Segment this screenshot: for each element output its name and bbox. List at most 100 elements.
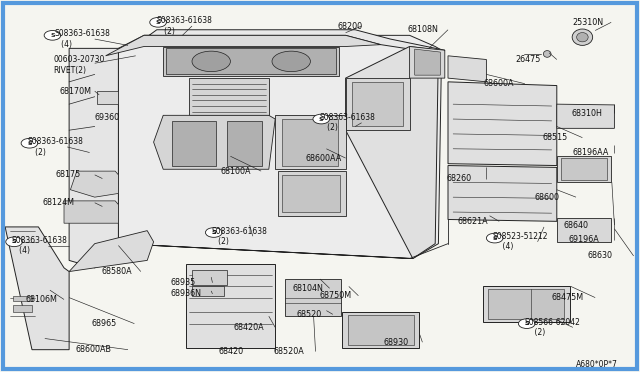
Circle shape — [205, 228, 222, 237]
Polygon shape — [5, 227, 69, 350]
Text: 68935: 68935 — [170, 278, 195, 287]
Polygon shape — [69, 231, 154, 272]
Text: S: S — [319, 116, 324, 122]
Text: 68310H: 68310H — [572, 109, 602, 118]
Text: 68420A: 68420A — [234, 323, 264, 332]
Text: S08566-62042
    (2): S08566-62042 (2) — [525, 318, 580, 337]
Polygon shape — [154, 115, 275, 169]
Text: S08363-61638
   (4): S08363-61638 (4) — [12, 236, 67, 255]
Text: 68106M: 68106M — [26, 295, 58, 304]
Text: 68200: 68200 — [338, 22, 363, 31]
Text: S: S — [524, 321, 529, 326]
Bar — [172, 121, 216, 166]
Polygon shape — [118, 30, 445, 54]
Bar — [342, 312, 419, 348]
Polygon shape — [70, 171, 118, 197]
Polygon shape — [118, 244, 413, 259]
Text: S: S — [27, 141, 32, 146]
Bar — [192, 286, 224, 296]
Text: 68600AA: 68600AA — [306, 154, 342, 163]
Text: S: S — [12, 239, 17, 244]
Bar — [282, 119, 338, 166]
Text: 68520: 68520 — [296, 310, 321, 319]
Bar — [561, 158, 607, 180]
Text: 68196AA: 68196AA — [573, 148, 609, 157]
Polygon shape — [64, 201, 118, 223]
Polygon shape — [186, 264, 275, 348]
Polygon shape — [97, 91, 118, 104]
Text: 68520A: 68520A — [273, 347, 304, 356]
Circle shape — [486, 233, 503, 243]
Polygon shape — [448, 82, 557, 166]
Bar — [13, 305, 32, 312]
Circle shape — [21, 138, 38, 148]
Text: 69196A: 69196A — [568, 235, 599, 244]
Text: S08363-61638
   (4): S08363-61638 (4) — [54, 29, 110, 49]
Circle shape — [150, 17, 166, 27]
Text: 68965: 68965 — [92, 319, 116, 328]
Bar — [227, 121, 262, 166]
Polygon shape — [346, 78, 410, 130]
Text: 68640: 68640 — [563, 221, 588, 230]
Text: S08363-61638
   (2): S08363-61638 (2) — [211, 227, 267, 246]
Text: 68124M: 68124M — [43, 198, 75, 207]
Polygon shape — [69, 48, 118, 268]
Polygon shape — [118, 35, 442, 259]
Polygon shape — [448, 166, 557, 221]
Polygon shape — [415, 49, 440, 75]
Text: 68936N: 68936N — [170, 289, 201, 298]
Text: 68600A: 68600A — [483, 79, 514, 88]
Text: S: S — [156, 20, 161, 25]
Text: S08363-61638
   (2): S08363-61638 (2) — [320, 113, 376, 132]
Bar — [348, 315, 414, 345]
Text: 00603-20730
RIVET(2): 00603-20730 RIVET(2) — [53, 55, 104, 75]
Text: S08363-61638
   (2): S08363-61638 (2) — [28, 137, 83, 157]
Text: 68515: 68515 — [543, 133, 568, 142]
Text: 68580A: 68580A — [101, 267, 132, 276]
Text: 68750M: 68750M — [320, 291, 352, 300]
Text: 68260: 68260 — [447, 174, 472, 183]
Ellipse shape — [543, 51, 551, 57]
Bar — [352, 82, 403, 126]
Bar — [282, 175, 340, 212]
Bar — [483, 286, 570, 322]
Text: S: S — [492, 235, 497, 241]
Ellipse shape — [272, 51, 310, 71]
Text: 26475: 26475 — [516, 55, 541, 64]
Polygon shape — [278, 171, 346, 216]
Bar — [192, 270, 227, 285]
Polygon shape — [106, 35, 381, 56]
Text: 68600AB: 68600AB — [76, 345, 111, 354]
Text: 68600: 68600 — [534, 193, 559, 202]
Polygon shape — [410, 46, 445, 78]
Circle shape — [313, 114, 330, 124]
Text: S: S — [50, 33, 55, 38]
Polygon shape — [189, 78, 269, 115]
Text: 68930: 68930 — [384, 338, 409, 347]
Polygon shape — [557, 104, 614, 128]
Polygon shape — [166, 48, 336, 74]
Ellipse shape — [192, 51, 230, 71]
Text: 68475M: 68475M — [552, 293, 584, 302]
Circle shape — [6, 237, 22, 247]
Ellipse shape — [577, 32, 588, 42]
Bar — [557, 156, 611, 182]
Text: 68175: 68175 — [55, 170, 80, 179]
Text: A680*0P*7: A680*0P*7 — [576, 360, 618, 369]
Text: 68104N: 68104N — [292, 284, 323, 293]
Text: 68630: 68630 — [588, 251, 612, 260]
Text: 68170M: 68170M — [60, 87, 92, 96]
Polygon shape — [275, 115, 346, 169]
Text: 69360: 69360 — [95, 113, 120, 122]
Ellipse shape — [572, 29, 593, 45]
Text: 68420: 68420 — [219, 347, 244, 356]
Text: S: S — [211, 230, 216, 235]
Text: 68100A: 68100A — [221, 167, 252, 176]
Text: 68108N: 68108N — [407, 25, 438, 34]
Bar — [285, 279, 341, 316]
Polygon shape — [163, 46, 339, 76]
Circle shape — [518, 319, 535, 328]
Polygon shape — [448, 56, 486, 82]
Bar — [557, 218, 611, 242]
Text: 68621A: 68621A — [458, 217, 488, 226]
